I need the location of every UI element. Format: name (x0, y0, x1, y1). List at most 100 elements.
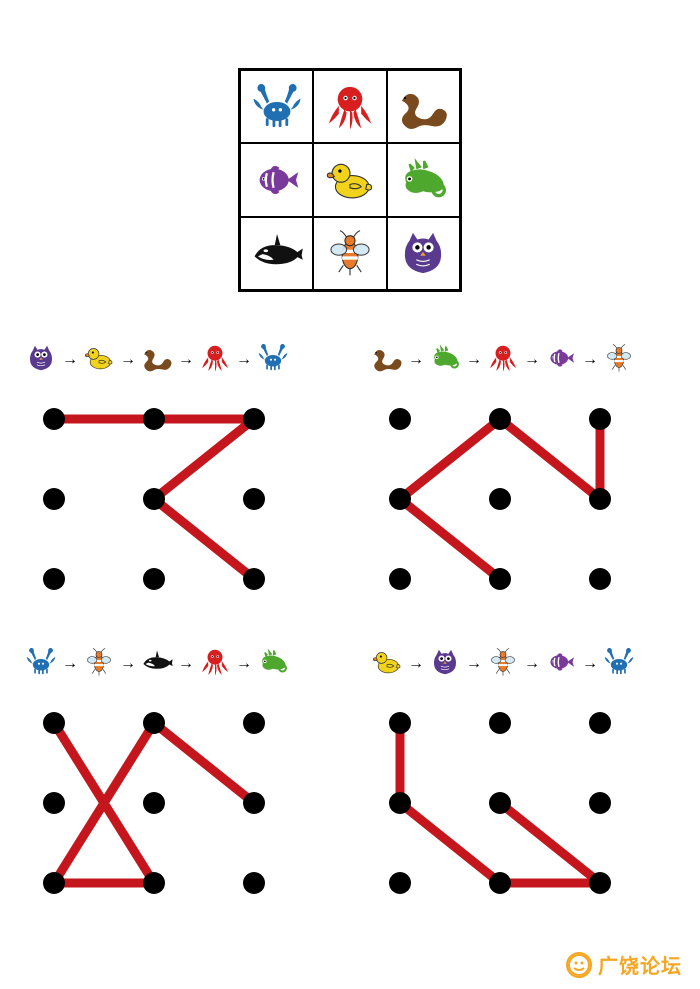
grid-dot (589, 872, 611, 894)
grid-dot (143, 872, 165, 894)
arrow-icon: → (466, 351, 482, 369)
grid-dot (589, 792, 611, 814)
owl-icon (24, 341, 58, 380)
snake-icon (370, 341, 404, 380)
chameleon-icon (256, 645, 290, 684)
octopus-icon (198, 645, 232, 684)
arrow-icon: → (582, 351, 598, 369)
arrow-icon: → (62, 351, 78, 369)
puzzles-container: → → → → → → → → → → → → → → → → (24, 340, 676, 908)
owl-icon (428, 645, 462, 684)
snake-icon (140, 341, 174, 380)
legend-cell-snake (387, 70, 460, 143)
orca-icon (249, 225, 305, 281)
grid-dot (589, 408, 611, 430)
chameleon-icon (395, 152, 451, 208)
legend-grid (238, 68, 462, 292)
bee-icon (602, 341, 636, 380)
grid-dot (43, 872, 65, 894)
grid-dot (43, 488, 65, 510)
grid-dot (389, 792, 411, 814)
arrow-icon: → (120, 351, 136, 369)
puzzle-2: → → → → (370, 340, 676, 604)
arrow-icon: → (178, 655, 194, 673)
legend-cell-bee (313, 217, 386, 290)
grid-dot (243, 872, 265, 894)
grid-dot (589, 712, 611, 734)
bee-icon (82, 645, 116, 684)
arrow-icon: → (524, 351, 540, 369)
grid-dot (389, 488, 411, 510)
crab-icon (249, 79, 305, 135)
crab-icon (256, 341, 290, 380)
duck-icon (370, 645, 404, 684)
dot-grid (24, 698, 284, 908)
dot-grid (24, 394, 284, 604)
grid-dot (489, 712, 511, 734)
sequence-row: → → → → (370, 644, 676, 684)
grid-dot (489, 408, 511, 430)
sequence-row: → → → → (24, 340, 330, 380)
octopus-icon (198, 341, 232, 380)
octopus-icon (486, 341, 520, 380)
grid-dot (143, 792, 165, 814)
arrow-icon: → (582, 655, 598, 673)
duck-icon (82, 341, 116, 380)
grid-dot (389, 568, 411, 590)
crab-icon (24, 645, 58, 684)
arrow-icon: → (62, 655, 78, 673)
grid-dot (589, 488, 611, 510)
grid-dot (43, 712, 65, 734)
grid-dot (489, 872, 511, 894)
grid-dot (243, 488, 265, 510)
arrow-icon: → (408, 351, 424, 369)
grid-dot (243, 792, 265, 814)
grid-dot (243, 712, 265, 734)
arrow-icon: → (120, 655, 136, 673)
grid-dot (243, 568, 265, 590)
grid-dot (389, 408, 411, 430)
orca-icon (140, 645, 174, 684)
fish-icon (249, 152, 305, 208)
grid-dot (143, 408, 165, 430)
grid-dot (489, 792, 511, 814)
grid-dot (243, 408, 265, 430)
arrow-icon: → (466, 655, 482, 673)
dot-grid (370, 394, 630, 604)
grid-dot (143, 712, 165, 734)
legend-cell-owl (387, 217, 460, 290)
legend-cell-fish (240, 143, 313, 216)
grid-dot (389, 872, 411, 894)
puzzle-1: → → → → (24, 340, 330, 604)
grid-dot (43, 408, 65, 430)
legend-cell-chameleon (387, 143, 460, 216)
watermark-text: 广饶论坛 (598, 950, 682, 979)
legend-cell-crab (240, 70, 313, 143)
owl-icon (395, 225, 451, 281)
grid-dot (489, 568, 511, 590)
snake-icon (395, 79, 451, 135)
grid-dot (489, 488, 511, 510)
legend-cell-duck (313, 143, 386, 216)
watermark: 广饶论坛 (566, 950, 682, 979)
grid-dot (43, 792, 65, 814)
bee-icon (486, 645, 520, 684)
puzzle-3: → → → → (24, 644, 330, 908)
grid-dot (389, 712, 411, 734)
fish-icon (544, 341, 578, 380)
sequence-row: → → → → (24, 644, 330, 684)
fish-icon (544, 645, 578, 684)
grid-dot (143, 568, 165, 590)
duck-icon (322, 152, 378, 208)
arrow-icon: → (524, 655, 540, 673)
grid-dot (589, 568, 611, 590)
dot-grid (370, 698, 630, 908)
puzzle-4: → → → → (370, 644, 676, 908)
arrow-icon: → (236, 655, 252, 673)
arrow-icon: → (236, 351, 252, 369)
arrow-icon: → (408, 655, 424, 673)
crab-icon (602, 645, 636, 684)
arrow-icon: → (178, 351, 194, 369)
watermark-logo-icon (566, 952, 592, 978)
grid-dot (143, 488, 165, 510)
